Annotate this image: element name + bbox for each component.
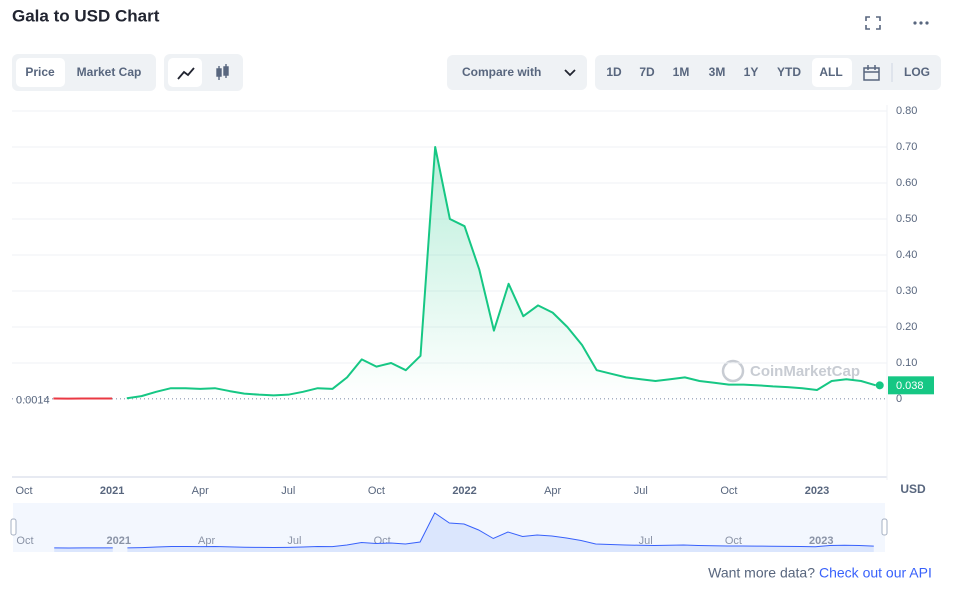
x-tick-label: Oct	[368, 485, 385, 497]
baseline-label: 0.0014	[16, 394, 50, 406]
nav-label: Oct	[16, 535, 33, 547]
nav-label: Oct	[725, 535, 742, 547]
nav-handle[interactable]	[881, 518, 888, 536]
y-tick-label: 0.40	[896, 249, 917, 261]
compare[interactable]	[447, 55, 587, 90]
compare-label[interactable]: Compare with	[462, 65, 541, 79]
x-tick-label: Apr	[544, 485, 561, 497]
x-tick-label: 2022	[452, 485, 476, 497]
toolbar	[865, 16, 929, 30]
nav-area	[54, 547, 113, 552]
x-tick-label: 2023	[805, 485, 829, 497]
y-tick-label: 0.60	[896, 177, 917, 189]
price-line	[126, 146, 877, 400]
y-tick-label: 0.70	[896, 141, 917, 153]
tab[interactable]: Price	[25, 65, 55, 79]
last-price-label: 0.038	[896, 380, 924, 392]
tab-active[interactable]	[16, 58, 65, 87]
x-tick-label: Oct	[15, 485, 32, 497]
chevron	[564, 69, 576, 77]
line-icon	[177, 67, 195, 80]
nav-area	[127, 513, 874, 552]
range-button[interactable]: 1M	[673, 65, 690, 79]
range-button[interactable]: 1Y	[744, 65, 759, 79]
nav-label: Apr	[198, 535, 215, 547]
y-tick-label: 0	[896, 393, 902, 405]
footer-text: Want more data?	[708, 565, 815, 581]
x-tick-label: Oct	[720, 485, 737, 497]
chart-title: Gala to USD Chart	[12, 6, 160, 25]
nav-label: Jul	[287, 535, 301, 547]
fullscreen-icon[interactable]	[865, 16, 881, 30]
range-button[interactable]: 3M	[709, 65, 726, 79]
watermark: CoinMarketCap	[721, 359, 860, 383]
last-price-box	[888, 376, 934, 395]
watermark-text: CoinMarketCap	[750, 363, 860, 380]
y-tick-label: 0.80	[896, 105, 917, 117]
x-tick-label: Jul	[634, 485, 648, 497]
y-tick-label: 0.30	[896, 285, 917, 297]
y-tick-label: 0.10	[896, 357, 917, 369]
y-tick-label: 0.20	[896, 321, 917, 333]
api-link[interactable]: Check out our API	[819, 565, 932, 581]
nav-label: 2023	[809, 535, 833, 547]
y-unit: USD	[900, 482, 926, 496]
candle-icon[interactable]	[216, 64, 229, 80]
more-icon[interactable]	[913, 21, 929, 25]
y-tick-label: 0.50	[896, 213, 917, 225]
nav-label: Jul	[639, 535, 653, 547]
nav-label: 2021	[107, 535, 131, 547]
range-button[interactable]: 7D	[639, 65, 655, 79]
nav-line	[127, 512, 874, 549]
range-button[interactable]: 1D	[606, 65, 622, 79]
x-tick-label: Jul	[281, 485, 295, 497]
nav-handle[interactable]	[10, 518, 17, 536]
range-button[interactable]: YTD	[777, 65, 801, 79]
range-button[interactable]: ALL	[819, 65, 842, 79]
range-group	[595, 55, 941, 90]
price-area	[126, 147, 876, 399]
x-tick-label: Apr	[192, 485, 209, 497]
calendar-icon[interactable]	[863, 65, 880, 81]
tab[interactable]: Market Cap	[77, 65, 142, 79]
range-active[interactable]	[812, 58, 852, 87]
log-button[interactable]: LOG	[904, 65, 930, 79]
x-tick-label: 2021	[100, 485, 124, 497]
volume-panel	[12, 420, 887, 477]
last-point	[875, 381, 884, 390]
